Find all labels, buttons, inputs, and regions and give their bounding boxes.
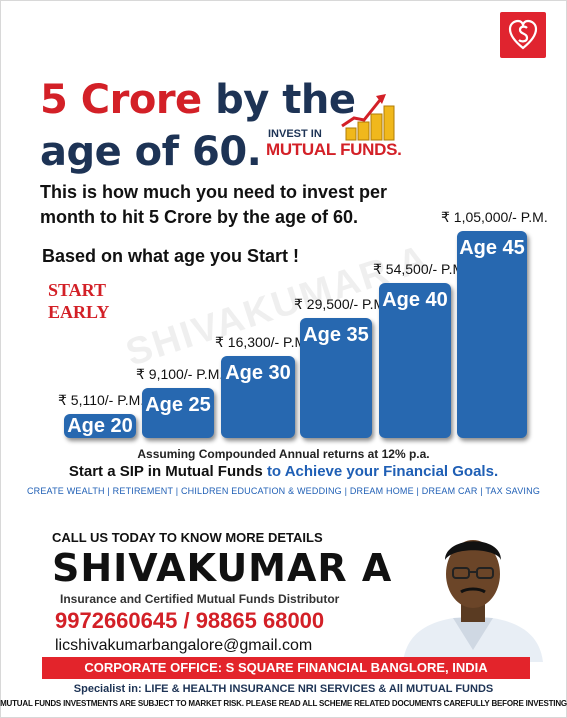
headline-age: age of 60. <box>40 129 262 175</box>
bar-category-label: Age 35 <box>303 324 369 346</box>
subtitle-line-3: Based on what age you Start ! <box>42 246 300 266</box>
headline-text: by the <box>201 77 356 123</box>
cta-blue: to Achieve your Financial Goals. <box>266 463 499 480</box>
hearts-s-logo-icon <box>508 19 538 50</box>
mutual-funds-label: MUTUAL FUNDS. <box>266 140 402 159</box>
bar-age-45: Age 45 <box>457 231 527 438</box>
bar-category-label: Age 20 <box>67 415 133 437</box>
bar-age-35: Age 35 <box>300 318 372 438</box>
brand-logo <box>500 12 546 58</box>
bar-value-label: ₹ 16,300/- P.M. <box>215 334 311 350</box>
bar-category-label: Age 25 <box>145 394 211 416</box>
specialist-line: Specialist in: LIFE & HEALTH INSURANCE N… <box>73 683 494 695</box>
bar-value-label: ₹ 1,05,000/- P.M. <box>441 209 548 225</box>
bar-age-25: Age 25 <box>142 388 214 438</box>
goal-tags: CREATE WEALTH | RETIREMENT | CHILDREN ED… <box>26 486 541 496</box>
early-word: EARLY <box>48 302 110 322</box>
bar-value-label: ₹ 29,500/- P.M. <box>294 296 390 312</box>
bar-category-label: Age 40 <box>382 289 448 311</box>
subtitle-line-2: month to hit 5 Crore by the age of 60. <box>40 207 359 227</box>
coins-growth-icon <box>341 94 395 141</box>
advisor-role: Insurance and Certified Mutual Funds Dis… <box>60 592 340 606</box>
bar-category-label: Age 30 <box>225 362 291 384</box>
sip-call-to-action: Start a SIP in Mutual Funds to Achieve y… <box>0 463 567 480</box>
email-link[interactable]: licshivakumarbangalore@gmail.com <box>55 637 313 654</box>
headline-amount: 5 Crore <box>40 77 202 123</box>
advisor-photo <box>403 540 543 662</box>
cta-black: Start a SIP in Mutual Funds <box>68 463 267 480</box>
invest-in-label: INVEST IN <box>268 128 322 140</box>
returns-note: Assuming Compounded Annual returns at 12… <box>137 447 430 461</box>
subtitle-line-1: This is how much you need to invest per <box>40 182 388 202</box>
advisor-name: SHIVAKUMAR A <box>52 546 393 590</box>
bar-age-30: Age 30 <box>221 356 295 438</box>
disclaimer: MUTUAL FUNDS INVESTMENTS ARE SUBJECT TO … <box>0 699 567 708</box>
bar-value-label: ₹ 9,100/- P.M. <box>136 366 224 382</box>
start-word: START <box>48 280 107 300</box>
subtitle: This is how much you need to invest per … <box>40 180 387 230</box>
bar-value-label: ₹ 54,500/- P.M. <box>373 261 469 277</box>
start-early-label: START EARLY <box>48 279 109 323</box>
headline: 5 Crore by the age of 60. <box>40 74 356 178</box>
call-us-label: CALL US TODAY TO KNOW MORE DETAILS <box>52 530 323 545</box>
bar-age-40: Age 40 <box>379 283 451 438</box>
bar-age-20: Age 20 <box>64 414 136 438</box>
phone-numbers[interactable]: 9972660645 / 98865 68000 <box>55 608 325 633</box>
corporate-office-banner: CORPORATE OFFICE: S SQUARE FINANCIAL BAN… <box>42 657 530 679</box>
bar-value-label: ₹ 5,110/- P.M. <box>58 392 145 408</box>
bar-category-label: Age 45 <box>459 237 525 259</box>
